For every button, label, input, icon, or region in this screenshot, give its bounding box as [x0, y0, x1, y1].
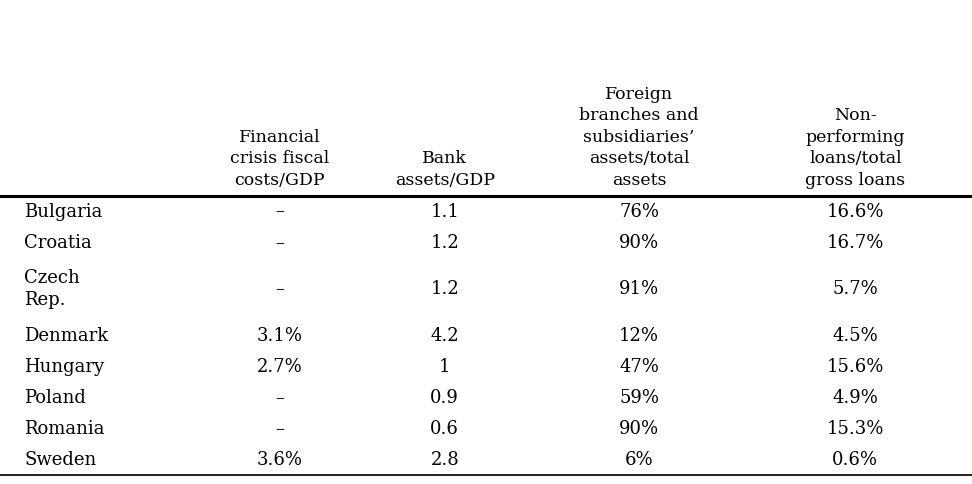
- Text: Hungary: Hungary: [24, 358, 104, 376]
- Text: –: –: [275, 280, 284, 298]
- Text: 16.6%: 16.6%: [826, 202, 885, 221]
- Text: 90%: 90%: [619, 234, 659, 252]
- Text: Bank
assets/GDP: Bank assets/GDP: [395, 150, 495, 189]
- Text: 0.6: 0.6: [431, 420, 459, 438]
- Text: 4.5%: 4.5%: [832, 327, 879, 345]
- Text: 59%: 59%: [619, 389, 659, 407]
- Text: 3.6%: 3.6%: [257, 451, 302, 469]
- Text: Bulgaria: Bulgaria: [24, 202, 103, 221]
- Text: 1.2: 1.2: [431, 234, 459, 252]
- Text: Poland: Poland: [24, 389, 87, 407]
- Text: Croatia: Croatia: [24, 234, 92, 252]
- Text: 1.2: 1.2: [431, 280, 459, 298]
- Text: Foreign
branches and
subsidiaries’
assets/total
assets: Foreign branches and subsidiaries’ asset…: [579, 86, 699, 189]
- Text: Czech
Rep.: Czech Rep.: [24, 270, 80, 309]
- Text: 47%: 47%: [619, 358, 659, 376]
- Text: 1.1: 1.1: [431, 202, 459, 221]
- Text: 0.9: 0.9: [431, 389, 459, 407]
- Text: Denmark: Denmark: [24, 327, 109, 345]
- Text: 4.2: 4.2: [431, 327, 459, 345]
- Text: 15.3%: 15.3%: [826, 420, 885, 438]
- Text: –: –: [275, 420, 284, 438]
- Text: 3.1%: 3.1%: [257, 327, 302, 345]
- Text: Financial
crisis fiscal
costs/GDP: Financial crisis fiscal costs/GDP: [229, 129, 330, 189]
- Text: 4.9%: 4.9%: [832, 389, 879, 407]
- Text: 0.6%: 0.6%: [832, 451, 879, 469]
- Text: 6%: 6%: [625, 451, 653, 469]
- Text: –: –: [275, 389, 284, 407]
- Text: Non-
performing
loans/total
gross loans: Non- performing loans/total gross loans: [805, 107, 906, 189]
- Text: 1: 1: [439, 358, 450, 376]
- Text: 2.7%: 2.7%: [257, 358, 302, 376]
- Text: –: –: [275, 234, 284, 252]
- Text: Romania: Romania: [24, 420, 105, 438]
- Text: Sweden: Sweden: [24, 451, 96, 469]
- Text: 12%: 12%: [619, 327, 659, 345]
- Text: 90%: 90%: [619, 420, 659, 438]
- Text: 76%: 76%: [619, 202, 659, 221]
- Text: –: –: [275, 202, 284, 221]
- Text: 2.8: 2.8: [431, 451, 459, 469]
- Text: 15.6%: 15.6%: [826, 358, 885, 376]
- Text: 16.7%: 16.7%: [826, 234, 885, 252]
- Text: 5.7%: 5.7%: [832, 280, 879, 298]
- Text: 91%: 91%: [619, 280, 659, 298]
